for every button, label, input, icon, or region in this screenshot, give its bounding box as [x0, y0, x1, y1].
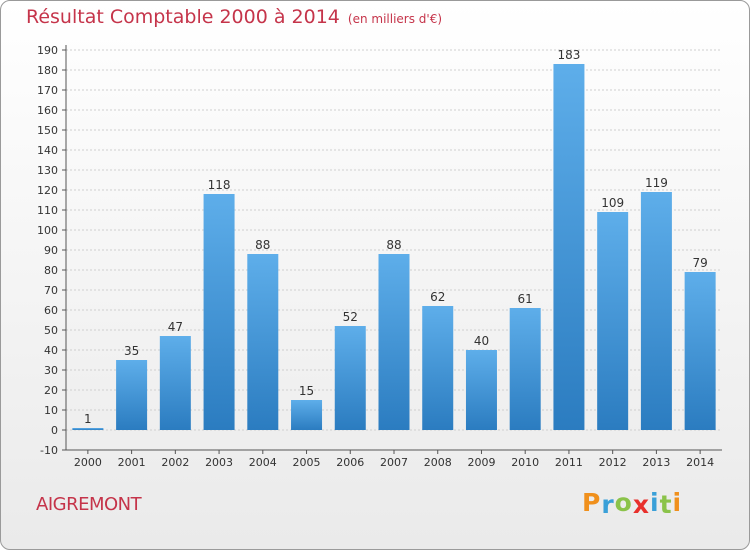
x-tick-label: 2011 [555, 456, 583, 469]
bar-2002 [159, 336, 191, 430]
x-tick-label: 2005 [293, 456, 321, 469]
value-label-2000: 1 [84, 412, 92, 426]
chart-title-text: Résultat Comptable 2000 à 2014 [26, 6, 340, 28]
logo-letter: i [650, 488, 660, 517]
logo-letter: o [614, 488, 633, 517]
y-tick-label: 180 [37, 64, 58, 77]
y-tick-label: 160 [37, 104, 58, 117]
chart-title: Résultat Comptable 2000 à 2014 (en millie… [26, 6, 442, 28]
value-label-2001: 35 [124, 344, 139, 358]
y-tick-label: 50 [44, 324, 58, 337]
x-tick-label: 2006 [336, 456, 364, 469]
bar-2008 [422, 306, 454, 430]
logo-letter: t [659, 490, 673, 519]
y-tick-label: 60 [44, 304, 58, 317]
value-label-2004: 88 [255, 238, 270, 252]
y-tick-label: 170 [37, 84, 58, 97]
y-tick-label: 140 [37, 144, 58, 157]
x-tick-label: 2003 [205, 456, 233, 469]
y-tick-label: 30 [44, 364, 58, 377]
x-tick-label: 2013 [642, 456, 670, 469]
bar-2011 [553, 64, 585, 430]
bar-2013 [640, 192, 672, 430]
y-tick-label: -10 [40, 444, 58, 457]
y-tick-label: 0 [51, 424, 58, 437]
value-label-2006: 52 [343, 310, 358, 324]
y-tick-label: 10 [44, 404, 58, 417]
x-tick-label: 2010 [511, 456, 539, 469]
bar-2006 [334, 326, 366, 430]
bar-2004 [247, 254, 279, 430]
bar-2012 [597, 212, 629, 430]
logo-letter: i [672, 488, 683, 517]
y-tick-label: 20 [44, 384, 58, 397]
bar-layer [72, 64, 716, 430]
value-label-2011: 183 [557, 48, 580, 62]
axis-layer: -100102030405060708090100110120130140150… [37, 44, 722, 469]
bar-2007 [378, 254, 410, 430]
label-layer: 1 35 47 118 88 15 52 88 62 40 61 183 109 119 79 [84, 48, 708, 426]
y-tick-label: 40 [44, 344, 58, 357]
value-label-2013: 119 [645, 176, 668, 190]
value-label-2007: 88 [386, 238, 401, 252]
commune-name: AIGREMONT [36, 494, 142, 515]
bar-2010 [509, 308, 541, 430]
bar-2003 [203, 194, 235, 430]
bar-2001 [116, 360, 148, 430]
x-tick-label: 2000 [74, 456, 102, 469]
y-tick-label: 100 [37, 224, 58, 237]
value-label-2003: 118 [208, 178, 231, 192]
proxiti-logo: Proxiti [582, 488, 683, 519]
value-label-2010: 61 [518, 292, 533, 306]
value-label-2014: 79 [692, 256, 707, 270]
logo-letter: r [601, 490, 615, 519]
x-tick-label: 2014 [686, 456, 714, 469]
x-tick-label: 2009 [467, 456, 495, 469]
value-label-2009: 40 [474, 334, 489, 348]
y-tick-label: 110 [37, 204, 58, 217]
x-tick-label: 2001 [118, 456, 146, 469]
bar-2014 [684, 272, 716, 430]
logo-letter: x [632, 490, 650, 519]
logo-letter: P [582, 488, 602, 517]
bar-2005 [291, 400, 323, 430]
value-label-2008: 62 [430, 290, 445, 304]
y-tick-label: 190 [37, 44, 58, 57]
x-tick-label: 2004 [249, 456, 277, 469]
y-tick-label: 80 [44, 264, 58, 277]
bar-2000 [72, 428, 104, 430]
value-label-2012: 109 [601, 196, 624, 210]
y-tick-label: 150 [37, 124, 58, 137]
x-tick-label: 2002 [161, 456, 189, 469]
x-tick-label: 2008 [424, 456, 452, 469]
y-tick-label: 70 [44, 284, 58, 297]
y-tick-label: 120 [37, 184, 58, 197]
y-tick-label: 90 [44, 244, 58, 257]
value-label-2005: 15 [299, 384, 314, 398]
chart-subtitle: (en milliers d'€) [347, 12, 443, 26]
y-tick-label: 130 [37, 164, 58, 177]
x-tick-label: 2012 [599, 456, 627, 469]
value-label-2002: 47 [168, 320, 183, 334]
bar-2009 [465, 350, 497, 430]
x-tick-label: 2007 [380, 456, 408, 469]
